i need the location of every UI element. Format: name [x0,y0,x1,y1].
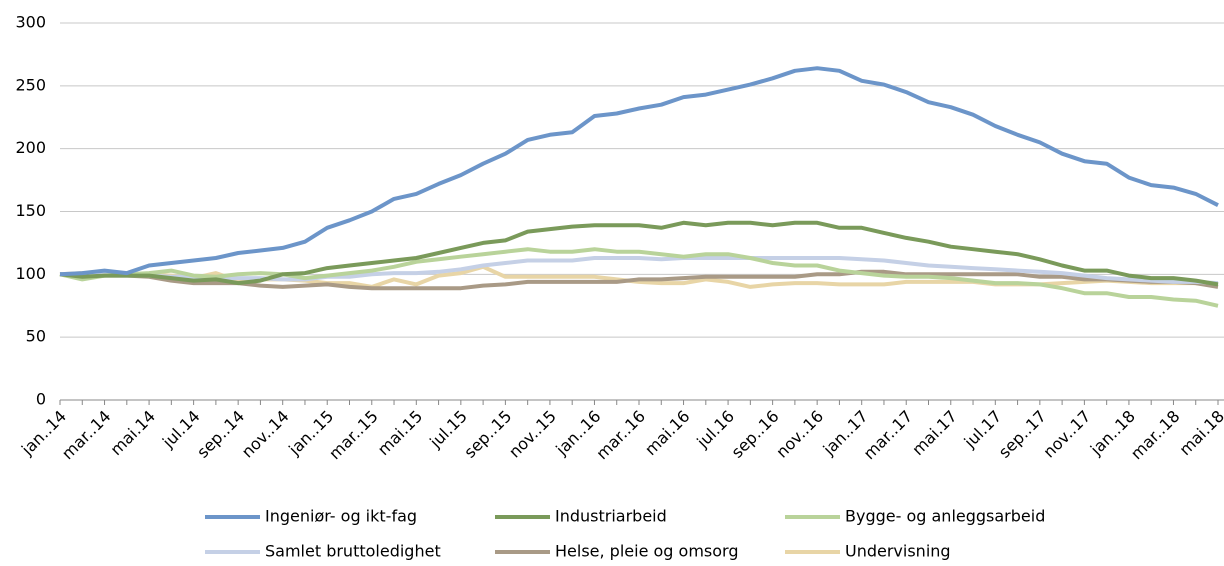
legend-label: Undervisning [845,542,951,561]
x-tick-label: mai.16 [641,407,694,460]
x-tick-label: mai.15 [374,407,427,460]
y-tick-label: 100 [15,264,46,283]
x-tick-label: mar..14 [58,407,115,464]
x-tick-label: sep..15 [460,407,515,462]
y-tick-label: 0 [36,390,46,409]
x-tick-label: sep..16 [728,407,783,462]
x-tick-label: nov..14 [238,407,293,462]
series-line [59,66,1219,277]
x-tick-label: sep..17 [995,407,1050,462]
series-line [59,220,1219,287]
series-line [59,247,1219,308]
legend-label: Samlet bruttoledighet [265,542,441,561]
x-tick-label: mai.14 [107,407,160,460]
x-tick-label: mar..16 [592,407,649,464]
x-tick-label: mar..15 [325,407,382,464]
x-tick-label: mai.17 [908,407,961,460]
x-tick-label: sep..14 [193,407,248,462]
x-tick-label: nov..16 [772,407,827,462]
legend-label: Helse, pleie og omsorg [555,542,738,561]
x-tick-label: mai.18 [1175,407,1224,460]
y-tick-label: 200 [15,138,46,157]
series-line [59,269,1219,291]
x-tick-label: nov..15 [505,407,560,462]
y-tick-label: 50 [26,327,46,346]
y-tick-label: 150 [15,201,46,220]
x-tick-label: mar..17 [860,407,917,464]
y-tick-label: 300 [15,13,46,32]
y-tick-label: 250 [15,75,46,94]
x-tick-label: nov..17 [1039,407,1094,462]
legend-label: Ingeniør- og ikt-fag [265,507,417,526]
legend-label: Industriarbeid [555,507,667,526]
x-tick-label: mar..18 [1127,407,1184,464]
legend-label: Bygge- og anleggsarbeid [845,507,1045,526]
series-line [60,256,1219,286]
